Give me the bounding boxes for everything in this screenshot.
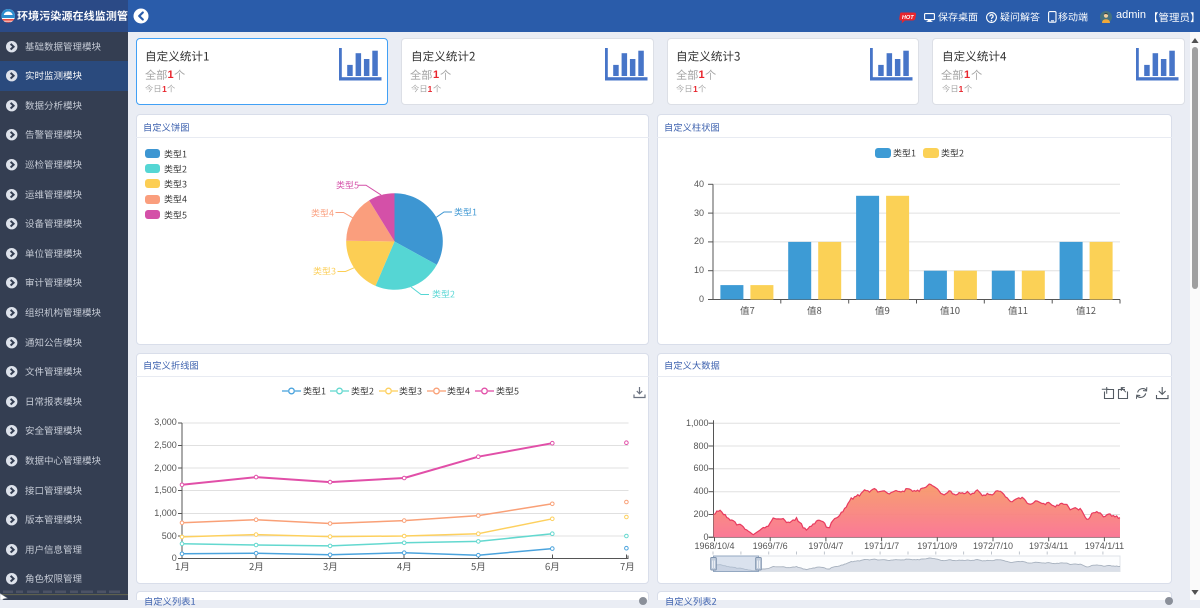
- svg-text:HOT: HOT: [902, 15, 914, 21]
